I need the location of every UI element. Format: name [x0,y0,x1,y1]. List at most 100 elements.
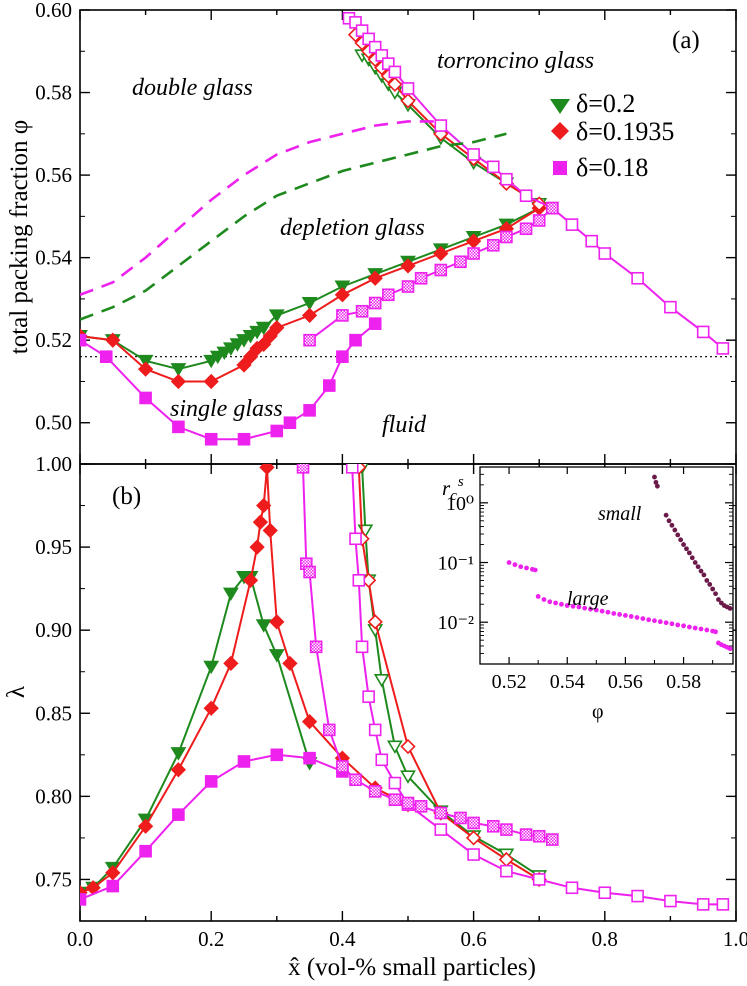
x-tick-label: 0.8 [592,927,618,951]
data-point [203,660,220,675]
data-point [237,432,251,446]
x-tick-label: 0.0 [67,927,93,951]
data-point [349,333,362,347]
inset-y-tick-label: 10⁰ [446,493,474,515]
data-point [252,514,269,530]
data-point [105,865,121,881]
data-point [349,16,362,29]
data-point [498,851,515,868]
data-point [336,760,349,773]
data-point [400,738,416,755]
inset-x-tick-label: 0.56 [608,671,643,693]
panel-b-label: (b) [112,483,141,510]
inset-xlabel: φ [592,701,604,723]
data-point [309,640,323,654]
data-point [137,361,154,377]
data-point [401,82,415,95]
data-point [631,271,644,285]
data-point [99,350,113,363]
inset-point [716,597,721,602]
data-point [269,614,285,630]
inset-point [553,600,559,606]
data-point [355,24,369,37]
data-point [519,828,533,841]
data-point [532,214,546,227]
data-point [255,321,272,336]
inset-point [564,603,570,608]
data-point [400,93,416,109]
inset-point [692,625,698,631]
data-point [434,806,448,820]
legend-label-delta-0.1935: δ=0.1935 [576,117,674,146]
data-point [172,808,185,821]
inset-point [707,581,713,587]
y-tick-label: 0.85 [35,701,72,725]
data-point [486,238,500,252]
data-point [387,76,403,92]
inset-point [657,619,663,625]
data-point [467,816,480,830]
data-point [322,723,336,737]
y-tick-label: 0.54 [35,246,72,270]
inset-series [506,474,733,652]
y-tick-label: 0.56 [35,163,72,187]
data-point [434,119,448,132]
data-point [172,420,185,434]
data-point [256,497,272,514]
data-point [400,770,416,784]
inset-point [588,606,593,612]
data-point [303,565,316,579]
inset-point [576,604,582,610]
data-point [414,271,428,285]
data-point [170,747,187,761]
data-point [268,649,285,663]
panel-a-series [80,11,730,446]
data-point [433,245,449,262]
inset-point [663,512,669,518]
series-line-2 [80,467,409,894]
data-point [268,309,285,323]
inset-point [524,565,529,571]
data-point [367,614,383,630]
inset-point [506,560,512,565]
data-point [598,247,612,260]
panel-b-xlabel: x̂ (vol-% small particles) [288,954,536,981]
inset-point [727,606,733,611]
data-point [282,655,298,672]
data-point [170,762,187,778]
data-point [270,424,284,438]
data-point [716,898,730,911]
data-point [137,818,154,834]
inset-ticks: 0.52 0.54 0.56 0.58 10⁰ 10⁻¹ 10⁻² [437,467,733,693]
legend-label-delta-0.18: δ=0.18 [576,153,648,182]
data-point [170,363,187,377]
data-point [401,280,415,293]
y-tick-label: 0.52 [35,328,72,352]
inset-point [727,646,733,652]
inset-point [559,601,564,607]
inset-point [599,608,605,614]
data-point [249,539,265,555]
data-point [296,464,310,474]
data-point [532,873,546,886]
inset-point [686,624,692,630]
inset-point [695,564,701,570]
data-point [352,574,366,587]
y-tick-label: 0.50 [35,411,72,435]
data-point [500,823,513,836]
y-tick-label: 0.80 [35,784,72,808]
data-point [137,354,154,369]
panel-a-label: (a) [672,27,700,54]
inset-point [611,611,617,616]
inset-point [541,597,547,602]
data-point [500,864,513,878]
data-point [362,32,375,46]
data-point [80,893,87,906]
inset-point [605,609,611,615]
inset-point [623,613,628,618]
inset-point [666,518,672,524]
data-point [696,898,710,911]
legend-label-delta-0.2: δ=0.2 [576,89,635,118]
inset-x-tick-label: 0.52 [492,671,527,693]
data-point [367,270,383,286]
